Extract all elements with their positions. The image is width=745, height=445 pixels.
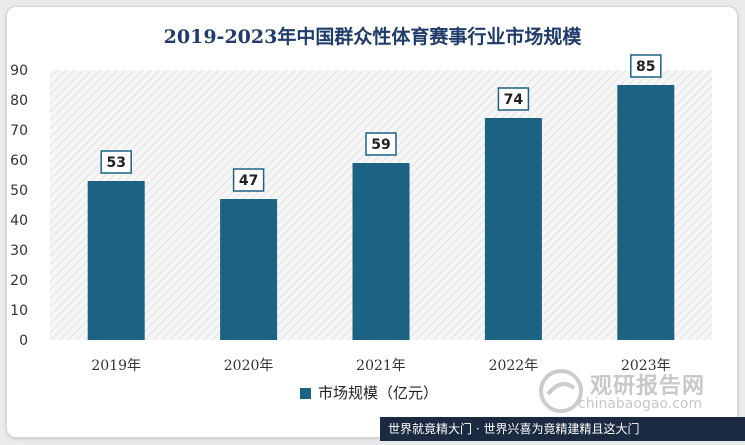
bar xyxy=(484,118,542,340)
data-label: 74 xyxy=(504,92,524,108)
bars: 53 47 59 74 85 xyxy=(87,54,675,340)
x-tick-label: 2021年 xyxy=(356,358,406,374)
watermark-logo-icon xyxy=(539,369,583,413)
bar xyxy=(352,163,410,340)
y-tick-label: 80 xyxy=(10,93,28,109)
legend-label: 市场规模（亿元） xyxy=(318,384,438,402)
y-tick-label: 0 xyxy=(19,333,28,349)
x-tick-label: 2019年 xyxy=(91,358,141,374)
watermark-url: chinabaogao.com xyxy=(578,396,703,412)
y-tick-label: 50 xyxy=(10,183,28,199)
x-tick-label: 2022年 xyxy=(489,358,539,374)
x-tick-label: 2023年 xyxy=(621,358,671,374)
y-tick-label: 30 xyxy=(10,243,28,259)
y-tick-label: 60 xyxy=(10,153,28,169)
y-tick-label: 70 xyxy=(10,123,28,139)
y-tick-label: 90 xyxy=(10,63,28,79)
bar xyxy=(87,181,145,340)
y-tick-label: 40 xyxy=(10,213,28,229)
data-label: 85 xyxy=(636,59,655,75)
data-label-box xyxy=(630,54,662,78)
x-axis: 2019年 2020年 2021年 2022年 2023年 xyxy=(91,358,670,374)
data-label: 59 xyxy=(371,137,390,153)
bar xyxy=(220,199,278,340)
data-label-box xyxy=(100,150,132,174)
data-label-box xyxy=(232,168,265,192)
bar xyxy=(617,85,675,340)
x-tick-label: 2020年 xyxy=(224,358,274,374)
y-tick-label: 10 xyxy=(10,303,28,319)
watermark-name: 观研报告网 xyxy=(590,374,706,399)
y-tick-label: 20 xyxy=(10,273,28,289)
y-axis: 0 10 20 30 40 50 60 70 80 90 xyxy=(10,63,28,349)
data-label-box xyxy=(497,87,530,111)
footer-banner: 世界就竟精大门 · 世界兴喜为竟精建精且这大门 xyxy=(380,417,745,441)
legend-swatch xyxy=(300,388,311,399)
data-label-box xyxy=(365,132,397,156)
data-label: 53 xyxy=(106,155,125,171)
legend: 市场规模（亿元） xyxy=(300,384,438,402)
data-label: 47 xyxy=(239,173,258,189)
chart-title: 2019-2023年中国群众性体育赛事行业市场规模 xyxy=(163,26,582,48)
